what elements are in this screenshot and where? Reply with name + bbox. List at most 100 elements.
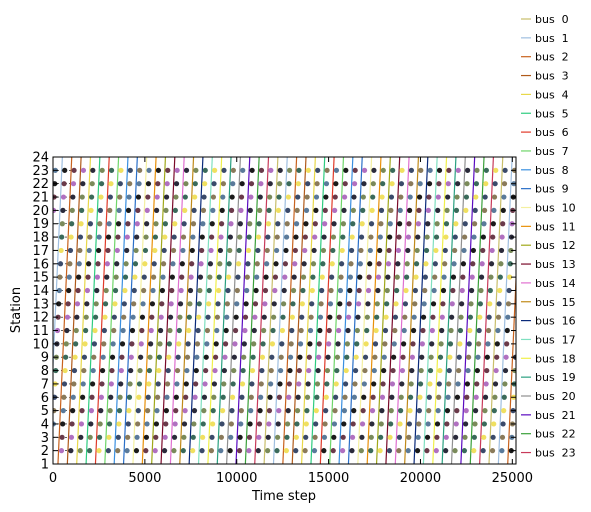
station-marker [165, 367, 171, 374]
station-marker [344, 354, 350, 360]
station-marker [271, 301, 277, 307]
station-marker [88, 421, 94, 427]
station-marker [209, 234, 215, 240]
station-marker [389, 181, 395, 187]
station-marker [436, 167, 443, 173]
station-marker [380, 181, 386, 187]
station-marker [348, 247, 355, 254]
station-marker [485, 341, 491, 347]
station-marker [313, 194, 320, 200]
station-marker [474, 367, 480, 374]
station-marker [154, 408, 160, 414]
station-marker [473, 194, 479, 200]
station-marker [125, 434, 131, 440]
station-marker [106, 221, 112, 227]
station-marker [107, 408, 113, 414]
station-marker [328, 287, 334, 294]
station-marker [214, 314, 221, 320]
station-marker [368, 434, 374, 440]
y-tick-label: 5 [41, 404, 49, 419]
station-marker [417, 181, 423, 187]
station-marker [124, 247, 130, 254]
station-marker [189, 247, 195, 254]
station-marker [219, 421, 225, 427]
station-marker [287, 367, 293, 374]
bus-trajectory-line [235, 157, 251, 464]
station-marker [262, 301, 268, 307]
station-marker [190, 221, 197, 227]
station-marker [294, 421, 300, 427]
station-marker [332, 408, 338, 414]
station-marker [198, 261, 204, 267]
legend-label: bus 8 [535, 164, 569, 177]
station-marker [212, 367, 218, 374]
station-marker [340, 221, 347, 227]
station-marker [500, 221, 506, 227]
station-marker [202, 181, 208, 187]
station-marker [60, 421, 66, 427]
station-marker [495, 314, 502, 320]
station-marker [480, 234, 486, 240]
station-marker [181, 421, 188, 427]
station-marker [138, 354, 144, 360]
station-marker [349, 448, 355, 454]
station-marker [218, 234, 224, 240]
station-marker [257, 194, 263, 200]
station-marker [453, 221, 459, 227]
station-marker [436, 181, 442, 187]
station-marker [481, 421, 487, 427]
station-marker [316, 341, 322, 347]
y-tick-label: 19 [32, 217, 49, 232]
station-marker [206, 301, 212, 307]
y-tick-label: 20 [32, 204, 49, 219]
y-tick-label: 12 [32, 311, 49, 326]
station-marker [98, 194, 104, 200]
station-marker [239, 381, 246, 387]
station-marker [396, 234, 402, 240]
station-marker [258, 167, 265, 173]
station-marker [184, 367, 190, 374]
station-marker [455, 181, 461, 187]
station-marker [361, 181, 367, 187]
bus-trajectory-line [432, 157, 448, 464]
station-marker [294, 207, 300, 213]
station-marker [63, 354, 69, 360]
station-marker [136, 381, 143, 387]
station-marker [297, 354, 303, 360]
station-marker [70, 394, 76, 400]
station-marker [60, 207, 66, 213]
station-marker [298, 327, 304, 334]
station-marker [218, 448, 224, 454]
station-marker [243, 301, 249, 307]
station-marker [193, 381, 199, 387]
station-marker [459, 287, 465, 294]
station-marker [352, 381, 358, 387]
station-marker [332, 207, 338, 213]
plot-frame [52, 156, 517, 465]
station-marker [341, 421, 347, 427]
station-marker [312, 221, 318, 227]
station-marker [312, 234, 318, 240]
station-marker [399, 167, 405, 173]
station-marker [126, 394, 133, 400]
station-marker [172, 421, 178, 427]
station-marker [142, 247, 149, 254]
station-marker [252, 314, 258, 320]
station-marker [458, 314, 464, 320]
station-marker [386, 247, 392, 254]
station-marker [183, 167, 190, 173]
station-marker [100, 354, 106, 360]
station-marker [307, 341, 313, 347]
station-marker [414, 448, 421, 454]
station-marker [73, 341, 79, 347]
station-marker [443, 221, 450, 227]
station-marker [473, 181, 480, 187]
station-marker [416, 408, 422, 414]
station-marker [450, 274, 457, 280]
station-marker [479, 261, 485, 267]
station-marker [143, 234, 149, 240]
station-marker [289, 327, 295, 334]
station-marker [61, 181, 67, 187]
station-marker [185, 341, 191, 347]
station-marker [283, 448, 289, 454]
